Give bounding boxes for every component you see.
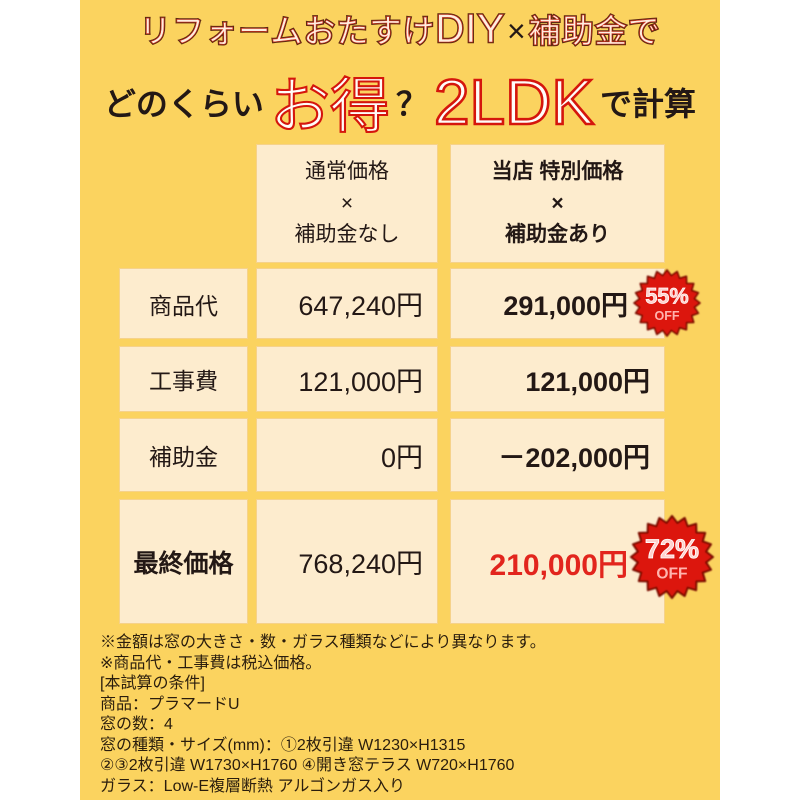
svg-text:55%: 55% [645,284,689,309]
svg-text:OFF: OFF [656,565,687,582]
svg-text:OFF: OFF [654,309,679,323]
svg-text:72%: 72% [645,534,699,564]
